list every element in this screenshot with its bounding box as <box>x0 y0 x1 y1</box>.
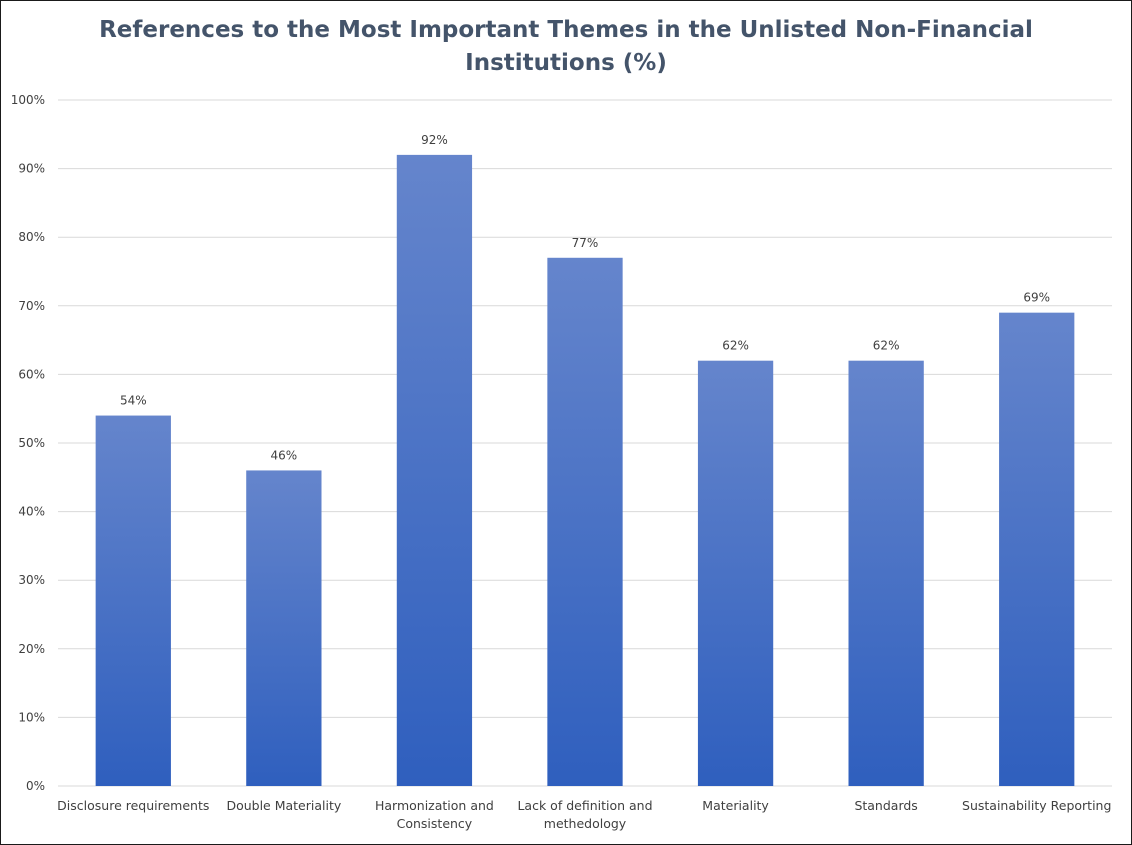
y-axis-ticks: 0% 10% 20% 30% 40% 50% 60% 70% 80% 90% 100% <box>11 93 45 793</box>
x-category-label: Standards <box>854 798 917 813</box>
chart-title-line-2: Institutions (%) <box>465 50 667 76</box>
x-category-label: Harmonization and Consistency <box>375 798 494 831</box>
x-category-label: Materiality <box>702 798 769 813</box>
y-tick-label: 40% <box>18 505 45 519</box>
bar <box>547 257 623 786</box>
data-labels: 54% 46% 92% 77% 62% 62% 69% <box>120 133 1050 463</box>
y-tick-label: 90% <box>18 162 45 176</box>
bar <box>95 415 171 786</box>
y-tick-label: 50% <box>18 436 45 450</box>
y-tick-label: 60% <box>18 367 45 381</box>
bar <box>246 470 322 786</box>
y-tick-label: 30% <box>18 573 45 587</box>
y-tick-label: 80% <box>18 230 45 244</box>
y-tick-label: 100% <box>11 93 45 107</box>
y-tick-label: 20% <box>18 642 45 656</box>
y-tick-label: 70% <box>18 299 45 313</box>
bar <box>999 312 1075 786</box>
bar-data-label: 46% <box>271 448 298 462</box>
bar-data-label: 69% <box>1023 291 1050 305</box>
bars <box>95 154 1075 786</box>
x-category-label: Sustainability Reporting <box>962 798 1111 813</box>
chart-title-line-1: References to the Most Important Themes … <box>99 17 1033 43</box>
bar <box>848 360 924 786</box>
bar-data-label: 62% <box>722 339 749 353</box>
x-category-label: Double Materiality <box>226 798 341 813</box>
bar <box>396 154 473 786</box>
x-category-label: Lack of definition and methedology <box>517 798 652 831</box>
bar-data-label: 54% <box>120 394 147 408</box>
chart-title: References to the Most Important Themes … <box>0 14 1132 80</box>
y-tick-label: 0% <box>26 779 45 793</box>
bar-data-label: 77% <box>572 236 599 250</box>
x-category-label: Disclosure requirements <box>57 798 209 813</box>
y-tick-label: 10% <box>18 710 45 724</box>
bar-data-label: 92% <box>421 133 448 147</box>
bar <box>697 360 774 786</box>
bar-data-label: 62% <box>873 339 900 353</box>
x-axis-categories: Disclosure requirements Double Materialit… <box>57 798 1111 831</box>
